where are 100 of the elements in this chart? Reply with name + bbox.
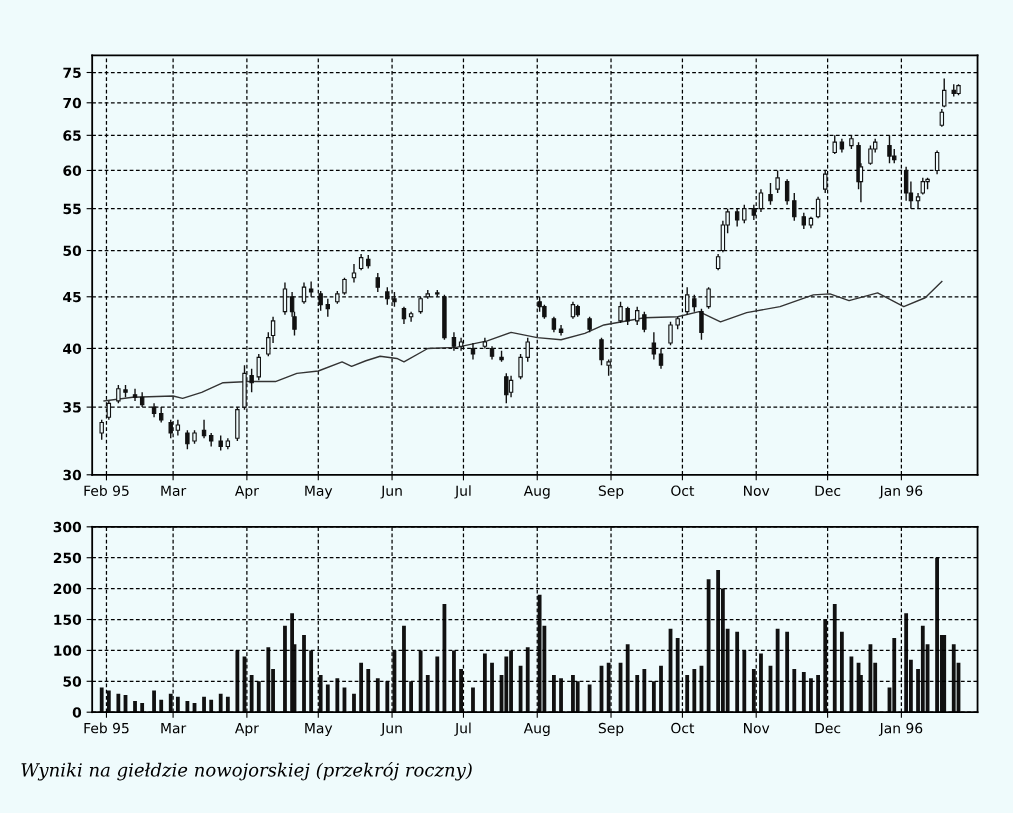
x-tick-label: Oct: [671, 485, 695, 496]
x-tick-label: Nov: [744, 485, 770, 496]
y-tick-label: 60: [63, 165, 82, 176]
y-tick-label: 200: [53, 583, 82, 595]
y-tick-label: 45: [63, 291, 81, 303]
candlestick: [116, 384, 121, 405]
y-tick-label: 100: [54, 645, 82, 656]
bar: [490, 662, 494, 713]
bar: [552, 675, 556, 713]
y-tick-label: 40: [63, 343, 82, 354]
candlestick: [525, 336, 530, 363]
candlestick: [903, 166, 909, 202]
y-tick-label: 250: [53, 552, 82, 564]
candlestick: [934, 149, 940, 175]
bar: [625, 644, 630, 713]
x-tick-label: Dec: [815, 485, 841, 496]
y-tick-label: 75: [63, 67, 81, 78]
candlestick: [618, 300, 623, 324]
candlestick: [684, 286, 690, 316]
bar: [839, 631, 844, 713]
candlestick: [451, 331, 457, 352]
bar: [716, 570, 721, 713]
bar: [587, 684, 592, 713]
bar: [159, 699, 164, 713]
candlestick: [651, 331, 657, 361]
bar: [816, 675, 820, 713]
bar: [266, 647, 271, 713]
candlestick: [823, 169, 828, 194]
bar: [951, 644, 956, 713]
candlestick: [301, 281, 307, 305]
bar: [920, 625, 925, 713]
bar: [202, 696, 206, 713]
candlestick: [282, 281, 288, 316]
bar: [385, 681, 390, 713]
bar: [218, 693, 223, 713]
bar: [418, 650, 423, 713]
bar: [482, 653, 487, 713]
candlestick: [634, 305, 640, 326]
bar: [152, 690, 156, 713]
candlestick: [249, 368, 254, 394]
bar: [471, 687, 475, 713]
text: Wyniki na giełdzie nowojorskiej (przekrój roczny): [21, 761, 472, 781]
y-tick-label: 70: [63, 97, 82, 109]
bar: [904, 613, 909, 713]
candlestick: [504, 372, 509, 405]
y-tick-label: 150: [54, 614, 82, 625]
candlestick: [168, 419, 173, 439]
candlestick: [642, 310, 647, 334]
x-tick-label: Jun: [380, 723, 402, 736]
bar: [559, 678, 563, 713]
x-tick-label: Apr: [234, 723, 259, 737]
y-tick-label: 50: [63, 245, 82, 256]
bar: [459, 668, 463, 713]
bar: [359, 662, 364, 713]
bar: [692, 668, 697, 713]
x-tick-label: Jun: [380, 485, 402, 499]
bar: [651, 681, 656, 713]
bar: [675, 638, 680, 713]
x-tick-label: Sep: [598, 722, 624, 737]
bar: [335, 678, 340, 713]
x-tick-label: Aug: [523, 723, 550, 737]
bar: [302, 634, 306, 713]
candlestick: [942, 77, 947, 108]
x-tick-label: May: [305, 485, 333, 499]
bar: [435, 656, 440, 713]
x-tick-label: Apr: [234, 485, 259, 499]
bar: [283, 625, 287, 713]
x-tick-label: Jan 96: [878, 722, 923, 736]
bar: [525, 647, 530, 713]
x-tick-label: Aug: [523, 485, 550, 499]
bar: [366, 668, 371, 713]
bar: [809, 678, 813, 713]
bar: [116, 693, 121, 713]
bar: [256, 681, 261, 713]
bar: [452, 650, 456, 713]
x-tick-label: Jul: [454, 722, 471, 736]
bar: [185, 701, 190, 713]
bar: [537, 594, 542, 713]
bar: [759, 653, 763, 713]
candlestick: [758, 188, 764, 213]
bar: [706, 579, 711, 713]
bar: [409, 681, 414, 713]
bar: [225, 696, 230, 713]
candlestick: [699, 307, 704, 341]
bar: [935, 557, 939, 713]
bar: [209, 699, 214, 713]
candlestick: [185, 429, 190, 450]
candlestick: [768, 182, 773, 206]
y-tick-label: 50: [63, 676, 82, 687]
y-tick-label: 55: [63, 203, 81, 215]
candlestick: [625, 305, 630, 326]
x-tick-label: Mar: [161, 485, 187, 496]
y-tick-label: 0: [72, 707, 82, 718]
candlestick: [706, 286, 711, 310]
y-tick-label: 30: [63, 469, 82, 481]
candlestick: [508, 374, 514, 398]
x-tick-label: May: [305, 723, 333, 737]
bar: [742, 650, 747, 713]
bar: [309, 650, 314, 713]
bar: [318, 675, 323, 713]
